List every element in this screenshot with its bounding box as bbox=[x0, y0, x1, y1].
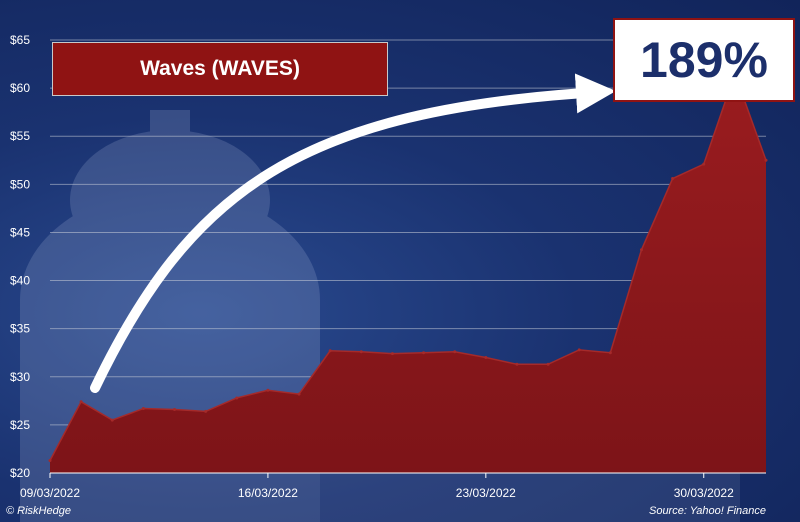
data-point bbox=[515, 362, 519, 366]
y-tick-label: $20 bbox=[10, 466, 30, 480]
data-point bbox=[359, 350, 363, 354]
data-point bbox=[48, 458, 52, 462]
y-tick-label: $40 bbox=[10, 274, 30, 288]
y-tick-label: $65 bbox=[10, 33, 30, 47]
x-tick-label: 23/03/2022 bbox=[456, 486, 516, 500]
price-line bbox=[49, 71, 767, 461]
data-point bbox=[328, 349, 332, 353]
data-point bbox=[639, 248, 643, 252]
source-text: Source: Yahoo! Finance bbox=[648, 505, 766, 517]
data-point bbox=[173, 407, 177, 411]
data-point bbox=[546, 362, 550, 366]
y-tick-label: $30 bbox=[10, 370, 30, 384]
data-point bbox=[235, 396, 239, 400]
y-tick-label: $55 bbox=[10, 129, 30, 143]
x-tick-label: 30/03/2022 bbox=[674, 486, 734, 500]
data-point bbox=[422, 351, 426, 355]
data-point bbox=[702, 162, 706, 166]
data-point bbox=[453, 350, 457, 354]
data-point bbox=[671, 177, 675, 181]
data-point bbox=[390, 352, 394, 356]
trend-arrow bbox=[90, 73, 616, 393]
data-point bbox=[79, 400, 83, 404]
y-tick-label: $35 bbox=[10, 322, 30, 336]
y-tick-label: $45 bbox=[10, 225, 30, 239]
data-point bbox=[204, 409, 208, 413]
x-tick-label: 16/03/2022 bbox=[238, 486, 298, 500]
percent-gain-badge: 189% bbox=[613, 18, 795, 102]
data-point bbox=[266, 388, 270, 392]
data-point bbox=[110, 418, 114, 422]
data-point bbox=[608, 351, 612, 355]
y-tick-label: $25 bbox=[10, 418, 30, 432]
x-tick-label: 09/03/2022 bbox=[20, 486, 80, 500]
data-point bbox=[577, 348, 581, 352]
data-point bbox=[764, 158, 768, 162]
data-point bbox=[297, 392, 301, 396]
y-tick-label: $60 bbox=[10, 81, 30, 95]
chart-title: Waves (WAVES) bbox=[52, 42, 388, 96]
data-point bbox=[141, 407, 145, 411]
data-point bbox=[484, 356, 488, 360]
y-tick-label: $50 bbox=[10, 177, 30, 191]
copyright-text: © RiskHedge bbox=[6, 505, 71, 517]
price-area bbox=[50, 73, 766, 473]
